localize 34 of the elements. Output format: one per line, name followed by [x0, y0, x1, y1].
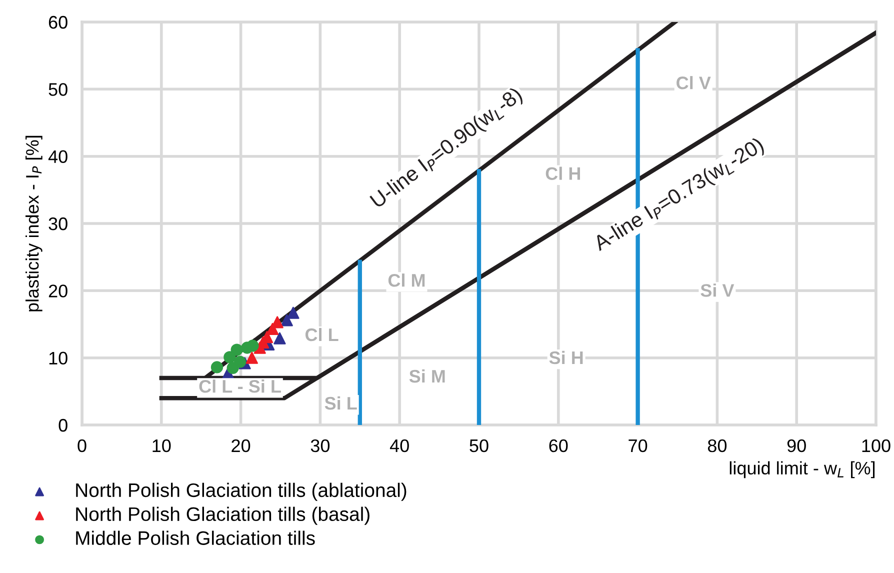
- annotation: Si M: [409, 369, 445, 383]
- annotation: Cl H: [546, 166, 580, 180]
- annotation: Cl L: [305, 328, 338, 342]
- y-tick-label: 40: [48, 150, 68, 164]
- x-tick-label: 10: [152, 439, 171, 452]
- y-tick-label: 20: [48, 284, 68, 298]
- annotation: Si H: [549, 350, 583, 364]
- y-axis-title: plasticity index - I$_{P}$ [%]: [26, 136, 42, 312]
- y-tick-label: 10: [49, 352, 68, 365]
- annotation: Cl V: [676, 76, 711, 90]
- annotation: Si V: [700, 284, 734, 297]
- y-tick-label: 30: [48, 217, 68, 230]
- annotation: U-line I$_{P}$=0.90(w$_{L}$-8): [369, 86, 526, 212]
- x-tick-label: 0: [78, 439, 86, 452]
- y-tick-label: 60: [48, 16, 68, 29]
- y-tick-label: 50: [48, 83, 68, 96]
- legend-label: Middle Polish Glaciation tills: [76, 530, 315, 545]
- x-tick-label: 60: [549, 439, 568, 452]
- x-tick-label: 30: [310, 439, 330, 452]
- annotation: Cl M: [388, 274, 425, 287]
- x-tick-label: 20: [232, 439, 250, 452]
- annotation: A-line I$_{P}$=0.73(w$_{L}$-20): [592, 136, 767, 255]
- annotation: Si L: [324, 396, 357, 410]
- x-tick-label: 90: [787, 439, 806, 452]
- legend-label: North Polish Glaciation tills (ablational): [76, 482, 406, 501]
- x-tick-label: 50: [470, 439, 488, 452]
- x-axis-title: liquid limit - w$_{L}$ [%]: [730, 461, 875, 478]
- x-tick-label: 100: [862, 439, 890, 452]
- x-tick-label: 40: [390, 439, 409, 452]
- y-tick-label: 0: [58, 418, 68, 432]
- x-tick-label: 80: [708, 439, 727, 452]
- annotation: Cl L - Si L: [199, 380, 281, 393]
- x-tick-label: 70: [628, 439, 648, 452]
- legend-label: North Polish Glaciation tills (basal): [76, 506, 370, 525]
